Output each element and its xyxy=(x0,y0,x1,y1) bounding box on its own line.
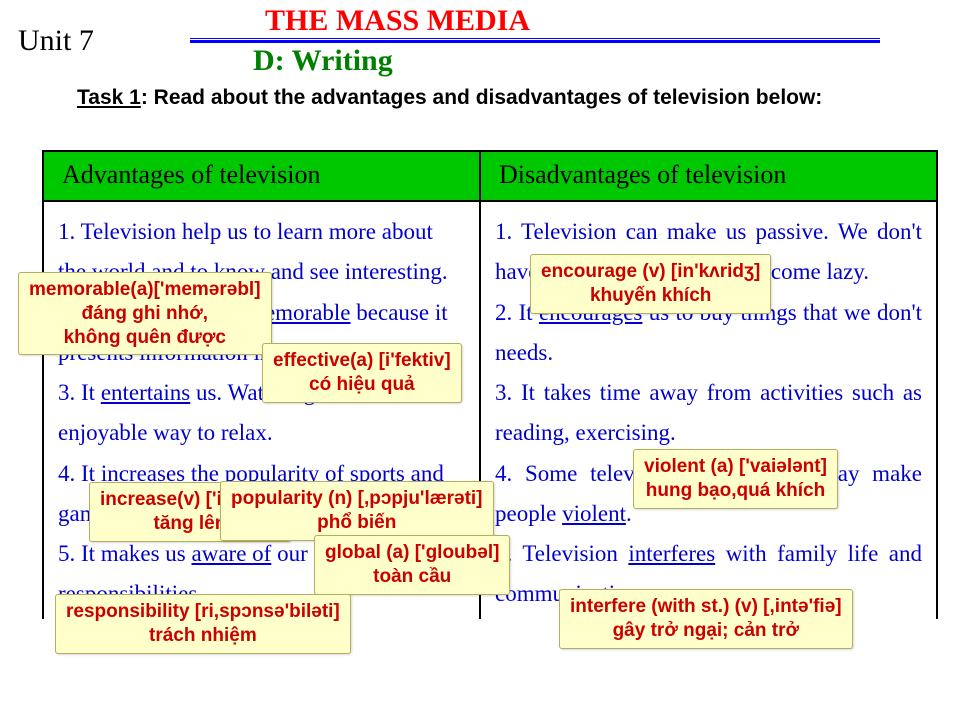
vocab-global: global (a) ['gloubəl] toàn cầu xyxy=(314,535,510,595)
dis-item-3: 3. It takes time away from activities su… xyxy=(495,373,922,454)
vocab-memorable: memorable(a)['memərəbl] đáng ghi nhớ, kh… xyxy=(18,272,272,355)
vocab-violent: violent (a) ['vaiələnt] hung bạo,quá khí… xyxy=(633,449,838,509)
title-rule xyxy=(190,38,880,43)
advantages-header: Advantages of television xyxy=(44,152,479,202)
task-instruction: Task 1: Read about the advantages and di… xyxy=(77,86,822,110)
page-title: THE MASS MEDIA xyxy=(265,4,530,38)
disadvantages-column: Disadvantages of television 1. Televisio… xyxy=(481,152,936,619)
disadvantages-header: Disadvantages of television xyxy=(481,152,936,202)
unit-label: Unit 7 xyxy=(18,24,94,58)
task-text: : Read about the advantages and disadvan… xyxy=(141,86,822,109)
vocab-encourage: encourage (v) [in'kʌridʒ] khuyến khích xyxy=(530,254,771,314)
vocab-interfere: interfere (with st.) (v) [,intə'fiə] gây… xyxy=(559,589,853,649)
vocab-effective: effective(a) [i'fektiv] có hiệu quả xyxy=(262,343,462,403)
page-subtitle: D: Writing xyxy=(253,44,393,78)
vocab-responsibility: responsibility [ri,spɔnsə'biləti] trách … xyxy=(55,594,351,654)
task-label: Task 1 xyxy=(77,86,141,109)
vocab-popularity: popularity (n) [,pɔpju'lærəti] phổ biến xyxy=(220,481,494,541)
